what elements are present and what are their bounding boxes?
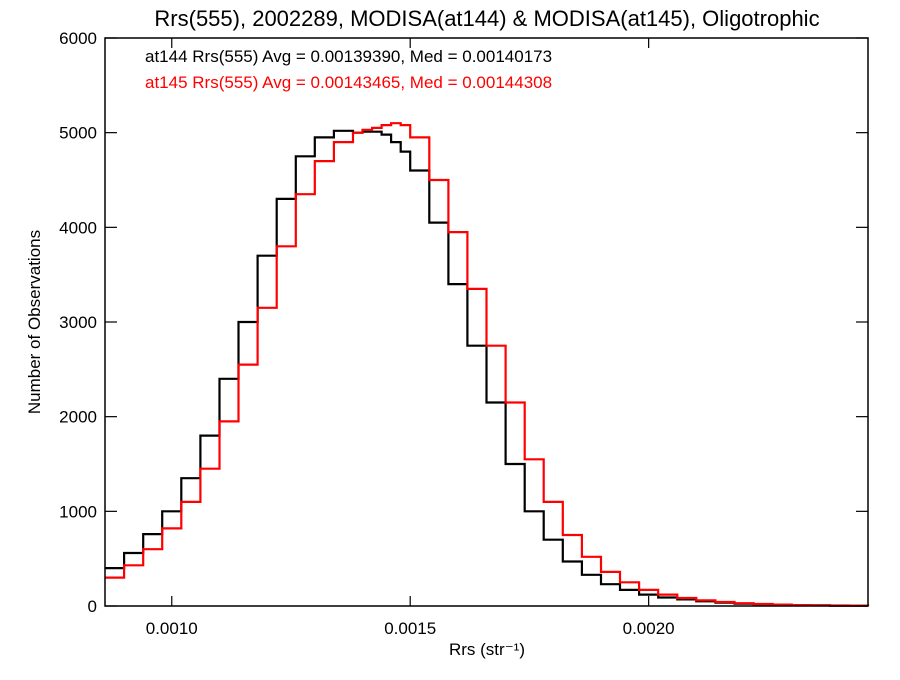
x-tick-label: 0.0010	[146, 619, 198, 638]
y-tick-label: 5000	[59, 124, 97, 143]
legend-entry-2: at145 Rrs(555) Avg = 0.00143465, Med = 0…	[145, 73, 552, 92]
legend: at144 Rrs(555) Avg = 0.00139390, Med = 0…	[145, 47, 552, 92]
series-line-2	[105, 122, 870, 607]
legend-entry-1: at144 Rrs(555) Avg = 0.00139390, Med = 0…	[145, 47, 552, 66]
x-tick-label: 0.0015	[384, 619, 436, 638]
chart-title: Rrs(555), 2002289, MODISA(at144) & MODIS…	[154, 6, 819, 31]
y-tick-label: 4000	[59, 218, 97, 237]
tick-layer: 0.0010 0.0015 0.0020 0 1000 2000 3000 4000 5000 6…	[59, 29, 868, 638]
y-tick-label: 2000	[59, 408, 97, 427]
y-tick-label: 3000	[59, 313, 97, 332]
y-tick-label: 1000	[59, 502, 97, 521]
series-layer	[105, 122, 870, 607]
y-tick-label: 6000	[59, 29, 97, 48]
series-line-1	[105, 129, 870, 607]
y-axis-label: Number of Observations	[25, 230, 44, 414]
x-tick-label: 0.0020	[623, 619, 675, 638]
x-axis-label: Rrs (str⁻¹)	[449, 640, 525, 659]
y-tick-label: 0	[88, 597, 97, 616]
